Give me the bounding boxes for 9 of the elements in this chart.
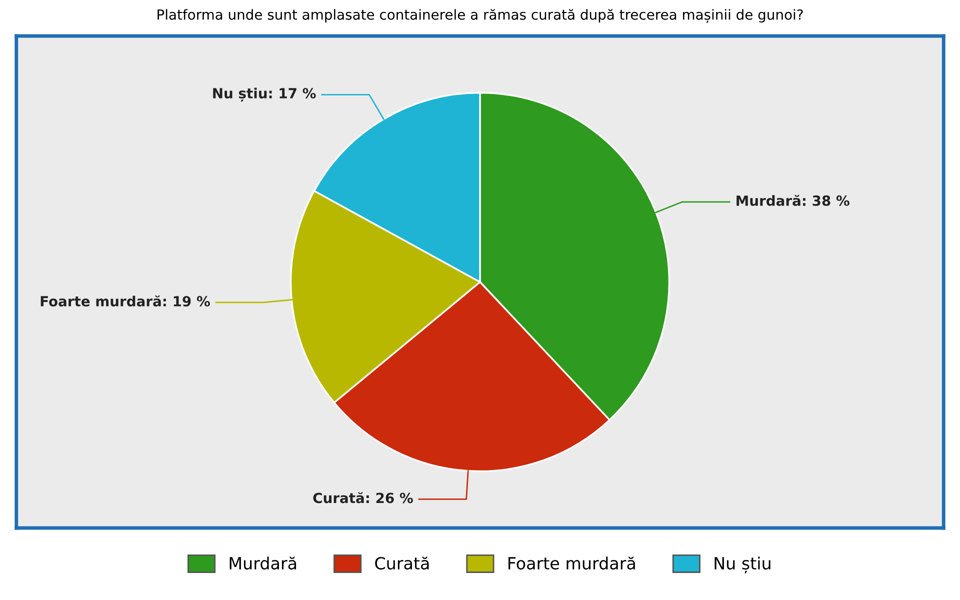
data-label: Foarte murdară: 19 % [40, 295, 210, 307]
data-label: Curată: 26 % [313, 492, 413, 504]
legend-label: Foarte murdară [508, 556, 635, 570]
legend-label: Nu știu [714, 556, 770, 574]
legend-label: Murdară [230, 556, 296, 570]
chart-title: Platforma unde sunt amplasate containerele a rămas curată după trecerea mașinii de gunoi? [158, 9, 803, 23]
data-label: Murdară: 38 % [736, 194, 850, 206]
legend-label: Curată [375, 556, 429, 570]
data-label: Nu știu: 17 % [213, 88, 316, 102]
